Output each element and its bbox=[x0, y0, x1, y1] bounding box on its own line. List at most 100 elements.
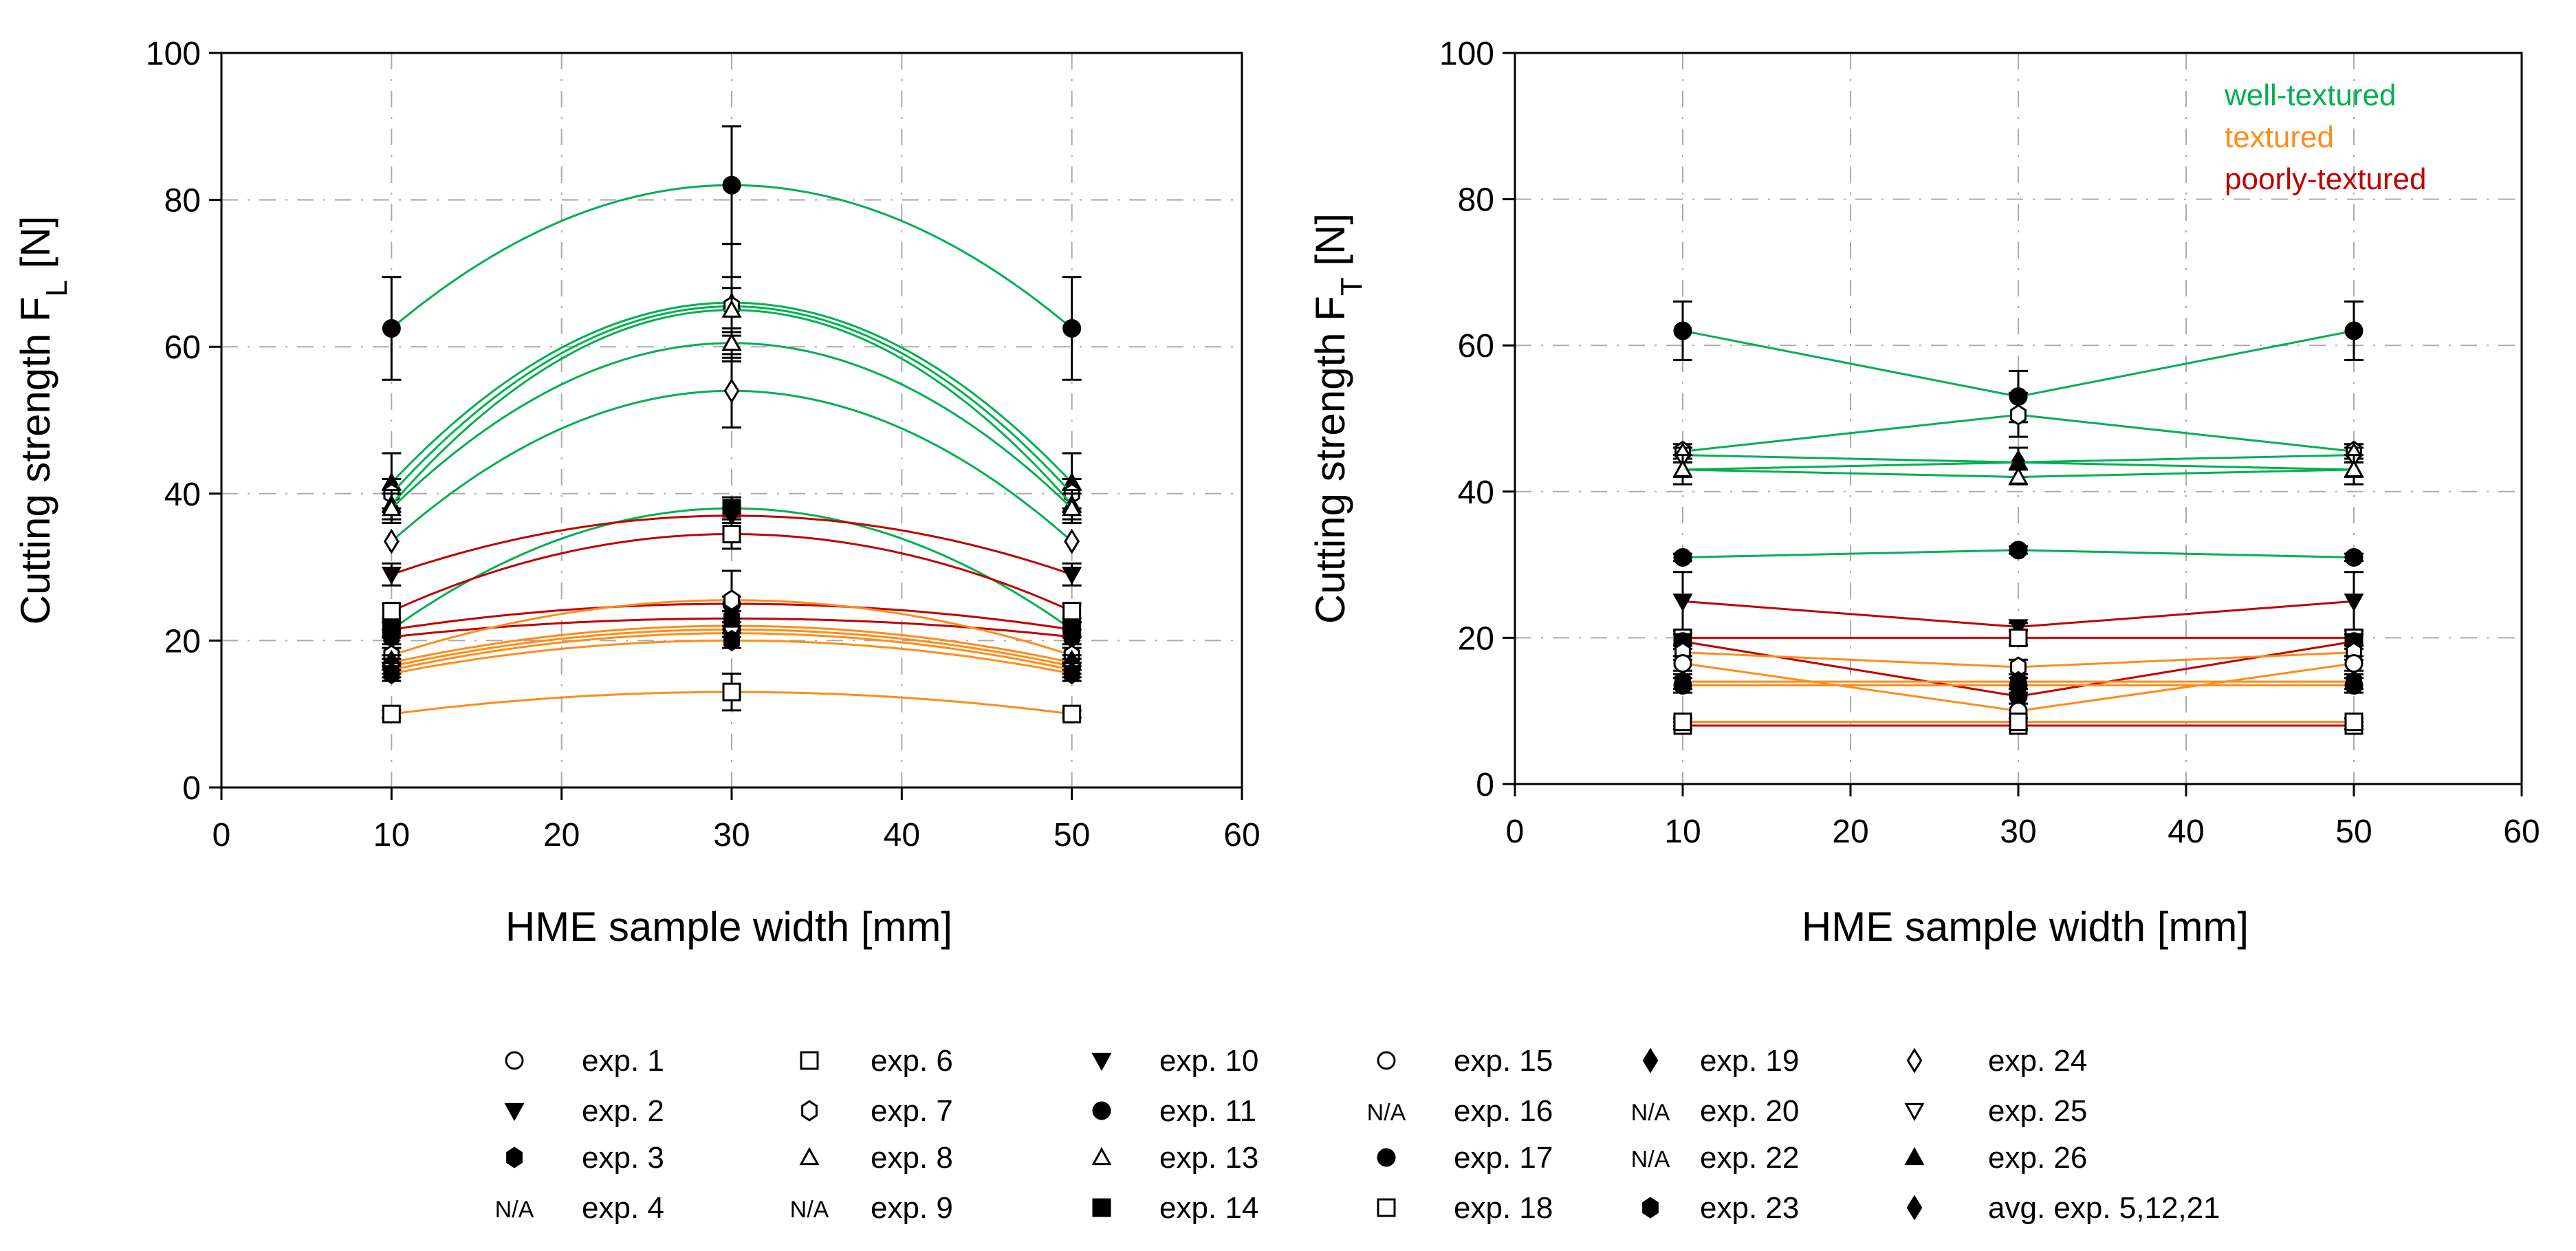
data-point bbox=[2009, 628, 2028, 647]
data-point bbox=[721, 332, 742, 351]
legend-label: exp. 24 bbox=[1988, 1044, 2087, 1078]
x-tick-label: 50 bbox=[1054, 817, 1090, 853]
legend-marker-icon bbox=[801, 1100, 818, 1122]
data-point bbox=[2344, 547, 2364, 567]
data-point bbox=[1673, 654, 1692, 673]
data-point bbox=[1063, 626, 1080, 648]
series-17 bbox=[382, 672, 1082, 724]
data-point bbox=[722, 682, 741, 701]
legend-label: exp. 18 bbox=[1454, 1191, 1553, 1225]
x-tick-label: 0 bbox=[212, 817, 231, 853]
legend-item: exp. 18 bbox=[1377, 1191, 1553, 1225]
legend-marker-icon bbox=[1642, 1047, 1659, 1074]
data-point bbox=[1673, 547, 1692, 567]
y-axis-title-subscript: L bbox=[40, 280, 74, 296]
y-tick-label: 0 bbox=[1476, 767, 1494, 803]
data-point bbox=[383, 662, 400, 685]
plot-frame bbox=[220, 52, 1243, 789]
data-point bbox=[382, 319, 401, 338]
legend-marker-icon bbox=[1091, 1146, 1112, 1166]
data-point bbox=[381, 498, 402, 516]
legend-item: exp. 8 bbox=[799, 1141, 953, 1175]
legend-label: exp. 4 bbox=[582, 1191, 664, 1225]
data-point bbox=[721, 299, 742, 318]
x-tick-label: 30 bbox=[2000, 814, 2036, 850]
legend-label: exp. 8 bbox=[871, 1141, 953, 1175]
class-legend-well-textured: well-textured bbox=[2224, 78, 2396, 112]
legend-marker-icon bbox=[1092, 1101, 1111, 1120]
legend-label: exp. 17 bbox=[1454, 1141, 1553, 1175]
data-point bbox=[2009, 675, 2028, 695]
series-6 bbox=[1673, 541, 2364, 567]
series-8 bbox=[1673, 628, 2364, 647]
legend-label: exp. 7 bbox=[871, 1094, 953, 1128]
data-point bbox=[2008, 466, 2029, 485]
legend-marker-icon bbox=[1904, 1102, 1925, 1122]
x-tick-label: 50 bbox=[2335, 814, 2372, 850]
x-axis-title: HME sample width [mm] bbox=[505, 904, 952, 950]
data-point bbox=[2009, 712, 2028, 732]
y-tick-label: 40 bbox=[1458, 475, 1494, 511]
legend-label: exp. 2 bbox=[582, 1094, 664, 1128]
y-tick-label: 100 bbox=[1439, 36, 1494, 72]
legend-label: exp. 20 bbox=[1700, 1094, 1799, 1128]
legend-item: N/A exp. 4 bbox=[495, 1191, 664, 1225]
legend-label: exp. 3 bbox=[582, 1141, 664, 1175]
x-tick-label: 10 bbox=[373, 817, 410, 853]
legend-item: exp. 14 bbox=[1092, 1191, 1258, 1225]
y-axis-title-main: Cutting strength F bbox=[1307, 296, 1353, 624]
legend-label: exp. 23 bbox=[1700, 1191, 1799, 1225]
data-point bbox=[721, 508, 742, 526]
y-axis-title: Cutting strength FT [N] bbox=[1307, 213, 1368, 624]
chart-longitudinal: 0 10 20 30 40 50 60 0 20 40 60 80 100 HME sample widt… bbox=[12, 36, 1260, 950]
legend-label: exp. 6 bbox=[871, 1044, 953, 1078]
y-tick-label: 0 bbox=[182, 770, 201, 807]
legend-na-label: N/A bbox=[790, 1197, 829, 1223]
data-point bbox=[1064, 528, 1080, 554]
data-point bbox=[1062, 567, 1082, 585]
legend-marker-icon bbox=[504, 1102, 525, 1122]
x-tick-label: 40 bbox=[2168, 814, 2204, 850]
legend-label: exp. 10 bbox=[1159, 1044, 1258, 1078]
series-13 bbox=[1673, 675, 2364, 695]
data-point bbox=[1062, 319, 1082, 338]
y-tick-label: 60 bbox=[1458, 328, 1494, 365]
x-tick-label: 20 bbox=[543, 817, 580, 853]
data-point bbox=[2010, 404, 2027, 426]
legend-marker-icon bbox=[1904, 1146, 1925, 1166]
data-point bbox=[382, 602, 401, 621]
legend-item: exp. 2 bbox=[504, 1094, 664, 1128]
legend-marker-icon bbox=[1092, 1198, 1111, 1217]
legend-marker-icon bbox=[506, 1146, 523, 1168]
legend-marker-icon bbox=[1642, 1197, 1659, 1219]
y-axis-title-unit: [N] bbox=[1307, 213, 1353, 277]
data-point bbox=[2009, 541, 2028, 560]
y-axis-title-main: Cutting strength F bbox=[12, 296, 58, 624]
legend-label: exp. 11 bbox=[1159, 1094, 1256, 1128]
plot-frame bbox=[1514, 52, 2523, 785]
data-point bbox=[1062, 498, 1082, 516]
legend-marker-icon bbox=[1377, 1051, 1396, 1070]
y-axis-title-subscript: T bbox=[1335, 277, 1368, 296]
legend-na-label: N/A bbox=[1631, 1100, 1670, 1126]
legend-item: exp. 25 bbox=[1904, 1094, 2087, 1128]
legend-label: exp. 13 bbox=[1159, 1141, 1258, 1175]
y-tick-label: 100 bbox=[146, 36, 201, 72]
legend-item: exp. 7 bbox=[801, 1094, 953, 1128]
data-point bbox=[383, 626, 400, 648]
data-point bbox=[382, 704, 401, 724]
legend-item: exp. 17 bbox=[1377, 1141, 1553, 1175]
legend-item: exp. 6 bbox=[800, 1044, 953, 1078]
legend-item: exp. 10 bbox=[1091, 1044, 1258, 1078]
data-point bbox=[2344, 459, 2364, 478]
x-tick-label: 0 bbox=[1506, 814, 1525, 850]
legend-item: exp. 13 bbox=[1091, 1141, 1258, 1175]
legend-marker-icon bbox=[505, 1051, 524, 1070]
legend: exp. 1 exp. 2 exp. 3 N/A exp. 4 exp. 6 exp. 7 e… bbox=[495, 1044, 2220, 1225]
legend-label: exp. 9 bbox=[871, 1191, 953, 1225]
series-9 bbox=[382, 518, 1082, 621]
legend-na-label: N/A bbox=[495, 1197, 534, 1223]
legend-label: exp. 16 bbox=[1454, 1094, 1553, 1128]
data-point bbox=[1062, 602, 1082, 621]
